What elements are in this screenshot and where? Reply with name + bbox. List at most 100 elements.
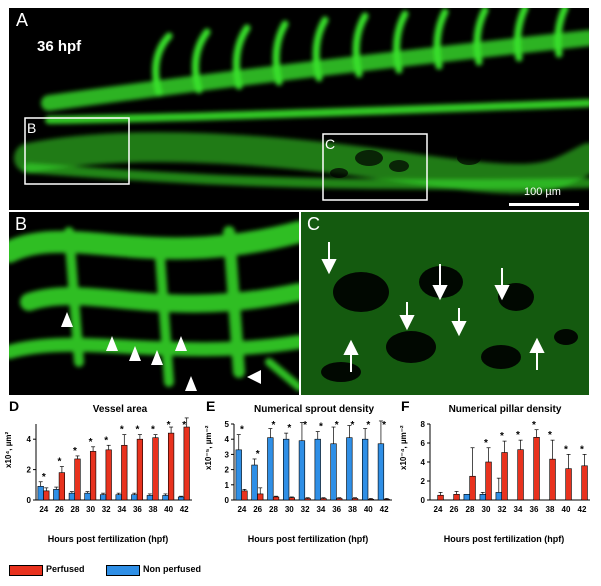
significance-star: * xyxy=(151,425,155,436)
bar-non-perfused xyxy=(251,464,258,501)
panel-c-vessels xyxy=(301,212,589,395)
bar-non-perfused xyxy=(298,440,306,501)
significance-star: * xyxy=(500,431,504,442)
significance-star: * xyxy=(303,420,307,431)
x-tick-label: 34 xyxy=(117,505,126,514)
bar-non-perfused xyxy=(37,486,44,501)
bar-perfused xyxy=(136,438,144,501)
y-tick-label: 2 xyxy=(27,466,32,475)
chart-f-letter: F xyxy=(401,398,410,414)
x-tick-label: 24 xyxy=(237,505,246,514)
chart-e-letter: E xyxy=(206,398,216,414)
bar-perfused xyxy=(549,458,556,501)
bar-perfused xyxy=(336,498,343,501)
x-tick-label: 34 xyxy=(316,505,325,514)
x-tick-label: 40 xyxy=(164,505,173,514)
x-tick-label: 32 xyxy=(102,505,111,514)
x-tick-label: 34 xyxy=(514,505,523,514)
significance-star: * xyxy=(484,438,488,449)
bar-perfused xyxy=(517,449,524,501)
x-tick-label: 38 xyxy=(348,505,357,514)
bar-non-perfused xyxy=(235,449,242,501)
bar-perfused xyxy=(257,493,264,501)
significance-star: * xyxy=(580,444,584,455)
bar-perfused xyxy=(351,498,359,501)
bar-non-perfused xyxy=(267,437,274,501)
y-tick-label: 0 xyxy=(225,496,230,505)
bar-perfused xyxy=(58,472,66,501)
bar-perfused xyxy=(565,468,572,501)
bar-perfused xyxy=(437,494,444,501)
y-tick-label: 0 xyxy=(421,496,426,505)
bar-perfused xyxy=(581,465,588,501)
x-tick-label: 30 xyxy=(482,505,491,514)
bar-perfused xyxy=(43,490,50,501)
y-tick-label: 5 xyxy=(225,420,230,429)
panel-b-micrograph: B xyxy=(9,212,299,395)
bar-perfused xyxy=(469,475,476,501)
inset-c-label: C xyxy=(325,136,336,152)
y-tick-label: 4 xyxy=(421,458,426,467)
bar-perfused xyxy=(241,490,248,501)
y-tick-label: 4 xyxy=(27,435,32,444)
panel-b-vessels xyxy=(9,221,299,391)
x-tick-label: 36 xyxy=(530,505,539,514)
bar-non-perfused xyxy=(99,494,107,501)
chart-d-unit: x10⁴, µm² xyxy=(4,431,13,468)
bar-non-perfused xyxy=(115,494,122,501)
y-tick-label: 8 xyxy=(421,420,426,429)
legend-nonperfused-swatch xyxy=(106,565,140,576)
y-tick-label: 2 xyxy=(421,477,426,486)
significance-star: * xyxy=(182,420,186,431)
bar-perfused xyxy=(501,452,508,501)
bar-non-perfused xyxy=(361,438,369,501)
chart-e-xlabel: Hours post fertilization (hpf) xyxy=(247,534,369,544)
bar-perfused xyxy=(533,436,540,501)
x-tick-label: 24 xyxy=(434,505,443,514)
x-tick-label: 24 xyxy=(39,505,48,514)
significance-star: * xyxy=(120,425,124,436)
bar-perfused xyxy=(152,437,159,501)
y-tick-label: 3 xyxy=(225,450,230,459)
bar-perfused xyxy=(272,496,280,501)
inset-b-label: B xyxy=(27,120,37,136)
significance-star: * xyxy=(167,420,171,431)
significance-star: * xyxy=(104,435,108,446)
x-tick-label: 30 xyxy=(285,505,294,514)
x-tick-label: 42 xyxy=(380,505,389,514)
x-tick-label: 26 xyxy=(253,505,262,514)
significance-star: * xyxy=(287,423,291,434)
bar-non-perfused xyxy=(463,494,470,501)
x-tick-label: 38 xyxy=(149,505,158,514)
panel-a-micrograph: A 36 hpf B C 100 µm xyxy=(9,8,589,210)
x-tick-label: 32 xyxy=(498,505,507,514)
x-tick-label: 40 xyxy=(364,505,373,514)
x-tick-label: 28 xyxy=(71,505,80,514)
stage-label: 36 hpf xyxy=(37,38,82,55)
x-tick-label: 32 xyxy=(301,505,310,514)
x-tick-label: 42 xyxy=(578,505,587,514)
x-tick-label: 42 xyxy=(180,505,189,514)
bar-perfused xyxy=(183,426,190,501)
inset-c-box xyxy=(322,133,428,201)
x-tick-label: 26 xyxy=(55,505,64,514)
bar-non-perfused xyxy=(479,494,486,501)
chart-d-title: Vessel area xyxy=(92,404,148,415)
inset-b-box xyxy=(24,117,130,185)
x-tick-label: 36 xyxy=(332,505,341,514)
significance-star: * xyxy=(335,420,339,431)
bar-perfused xyxy=(288,497,295,501)
significance-star: * xyxy=(240,425,244,436)
significance-star: * xyxy=(319,422,323,433)
bar-non-perfused xyxy=(346,437,353,501)
bar-perfused xyxy=(485,461,492,501)
bar-non-perfused xyxy=(131,494,138,501)
bar-non-perfused xyxy=(53,489,60,501)
bar-perfused xyxy=(320,498,327,501)
chart-d-letter: D xyxy=(9,398,20,414)
bar-non-perfused xyxy=(314,438,321,501)
legend-perfused-label: Perfused xyxy=(46,564,85,574)
bar-non-perfused xyxy=(377,443,385,501)
panel-c-micrograph: C xyxy=(301,212,589,395)
